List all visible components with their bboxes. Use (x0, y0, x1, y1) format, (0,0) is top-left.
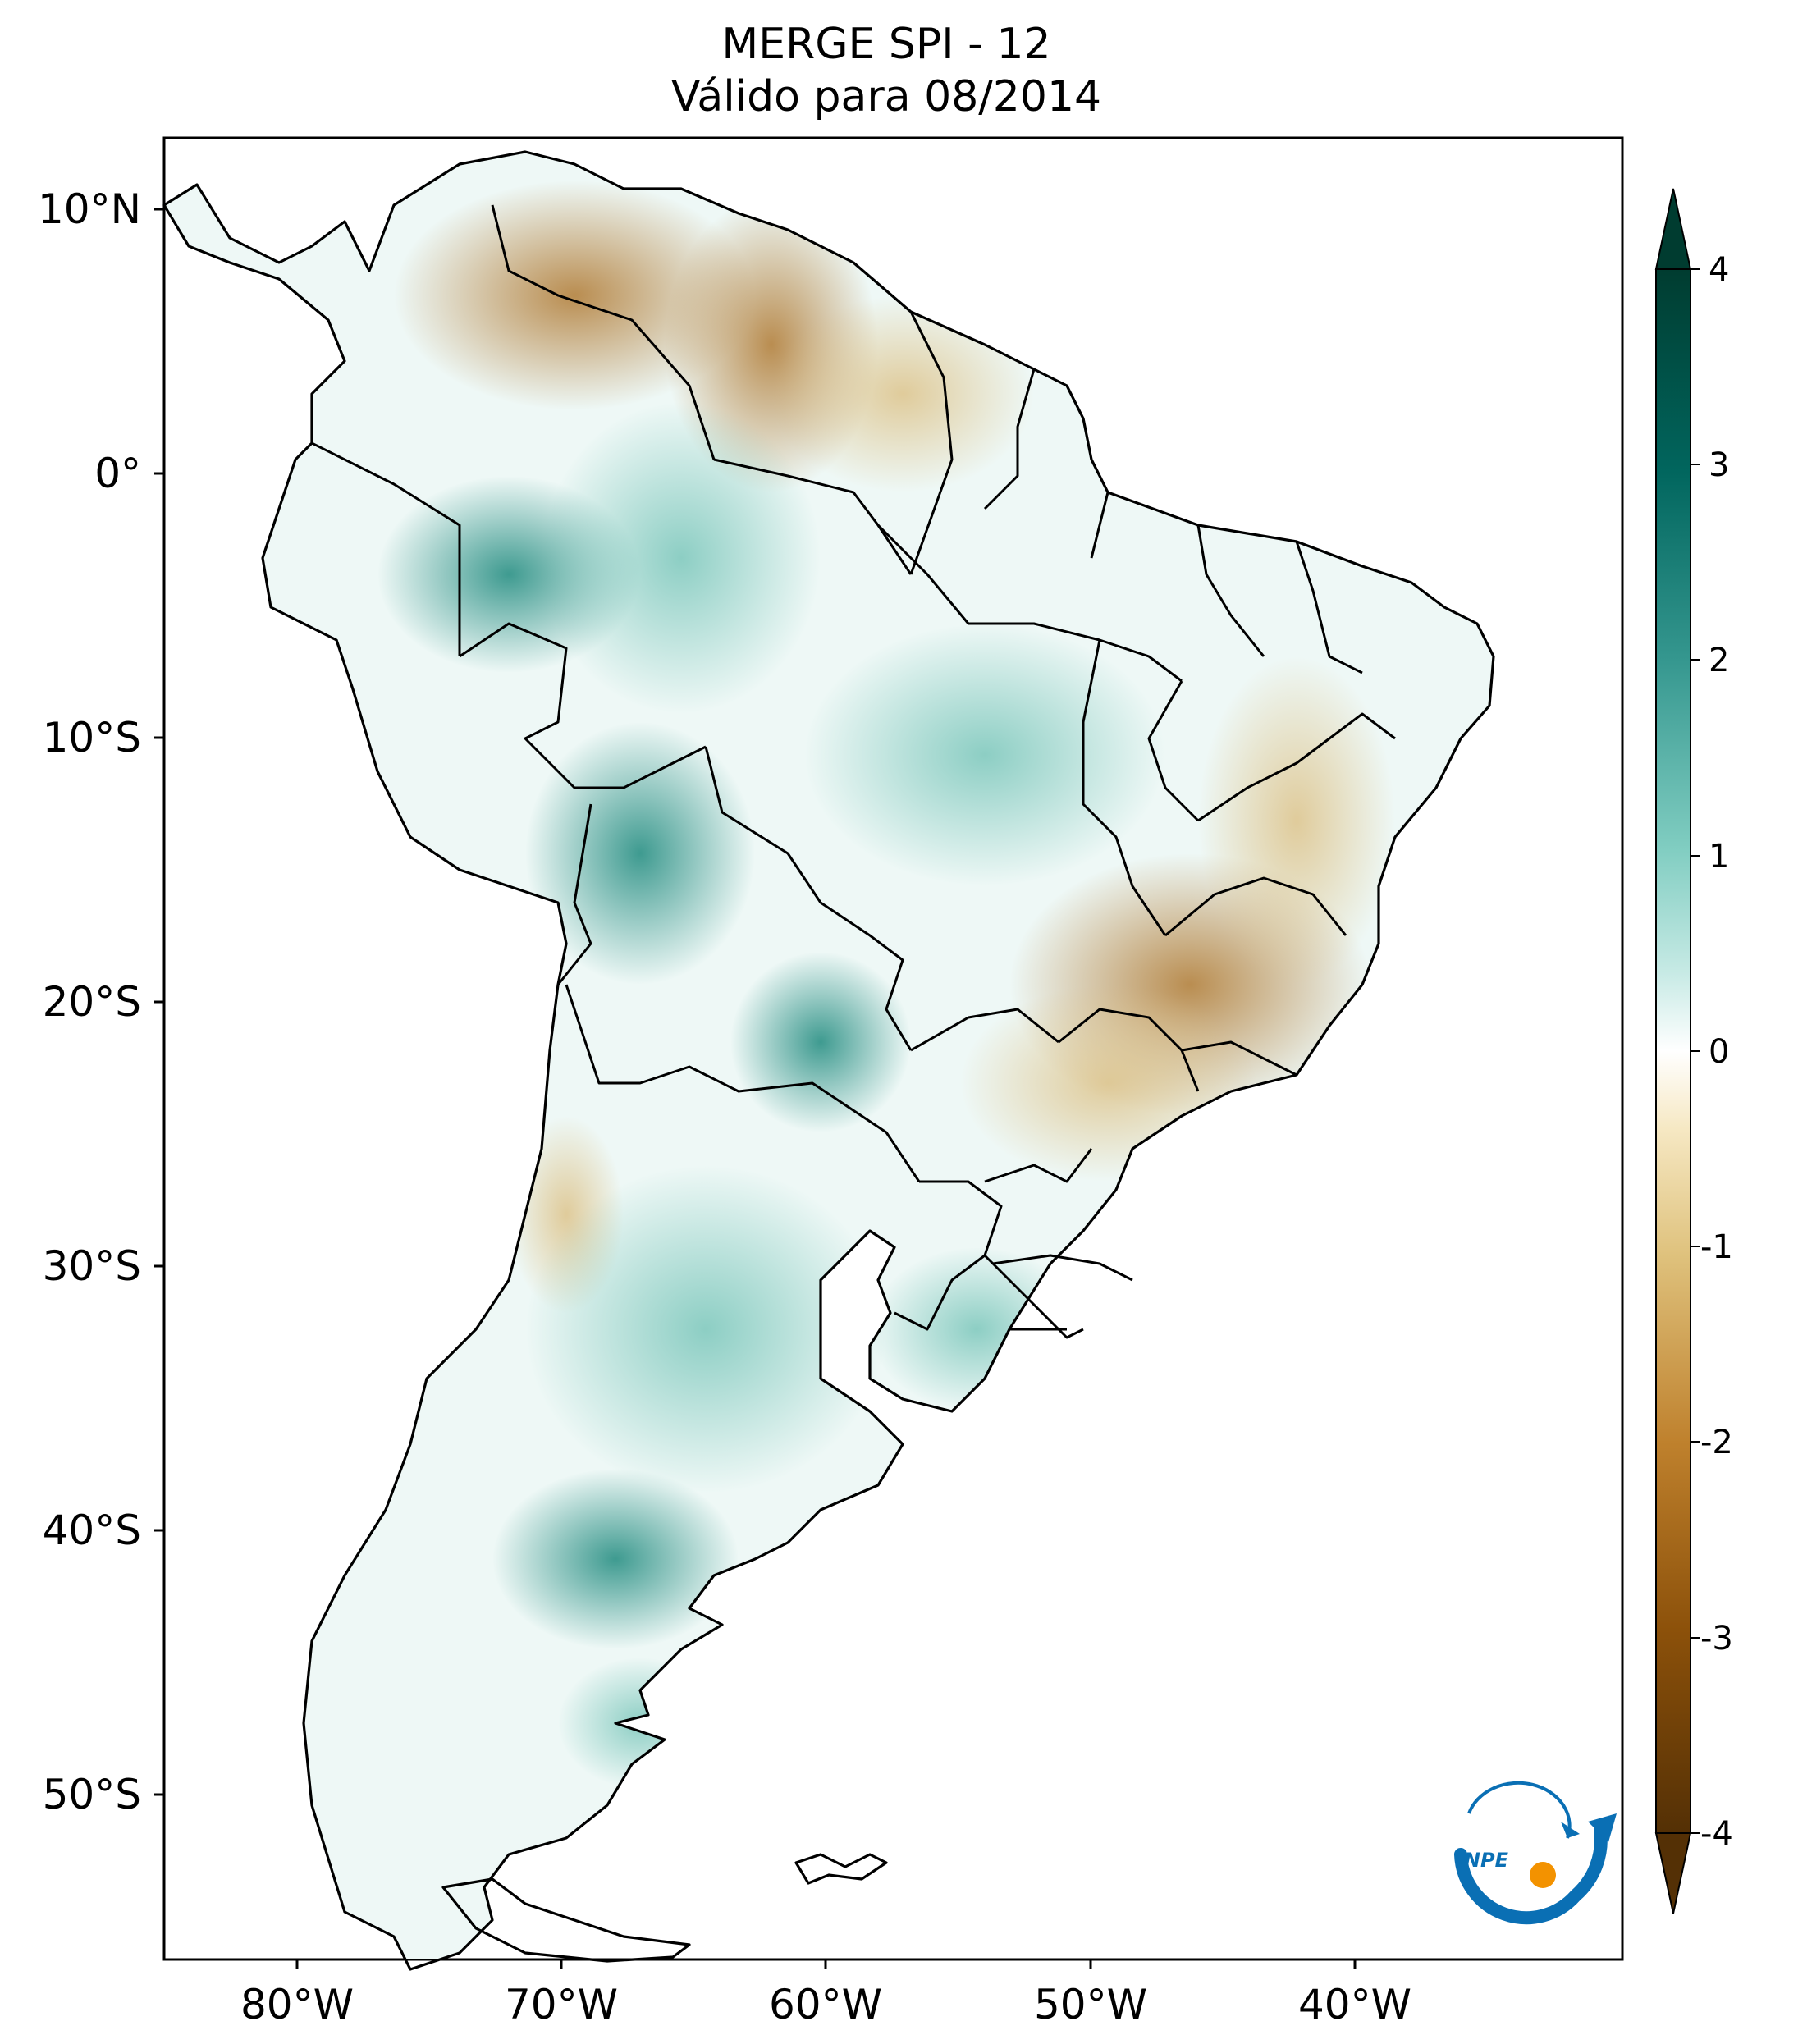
colorbar-tick-label: -1 (1700, 1228, 1733, 1266)
lat-tick-label: 0° (94, 450, 141, 497)
colorbar-tick-label: 2 (1709, 642, 1729, 679)
lat-tick-label: 40°S (43, 1507, 141, 1554)
colorbar-tick-label: 1 (1709, 838, 1729, 876)
colorbar: 4 3 2 1 0 -1 -2 -3 -4 (1654, 188, 1733, 1914)
colorbar-max-arrow (1654, 188, 1692, 270)
tierra-del-fuego (441, 1877, 691, 1963)
country-borders (311, 204, 1396, 1339)
lon-tick-label: 60°W (769, 1981, 882, 2028)
colorbar-tick-label: -2 (1700, 1424, 1733, 1461)
lat-tick-label: 30°S (43, 1242, 141, 1290)
inpe-logo: INPE (1454, 1781, 1617, 1925)
colorbar-tick-label: 3 (1709, 446, 1729, 484)
lat-tick-label: 10°N (38, 185, 141, 233)
lat-tick-label: 10°S (43, 714, 141, 761)
colorbar-tick-label: 4 (1709, 251, 1729, 289)
lon-tick-label: 80°W (240, 1981, 354, 2028)
lon-tick-label: 40°W (1298, 1981, 1411, 2028)
logo-text: INPE (1457, 1849, 1509, 1872)
colorbar-tick-label: 0 (1709, 1033, 1729, 1071)
latitude-axis: 10°N 0° 10°S 20°S 30°S 40°S 50°S (38, 185, 164, 1818)
colorbar-tick-label: -3 (1700, 1620, 1733, 1658)
colorbar-min-arrow (1654, 1832, 1692, 1914)
lon-tick-label: 50°W (1034, 1981, 1147, 2028)
map-subtitle: Válido para 08/2014 (670, 72, 1102, 121)
colorbar-tick-label: -4 (1700, 1815, 1733, 1853)
lat-tick-label: 20°S (43, 978, 141, 1026)
lat-tick-label: 50°S (43, 1771, 141, 1818)
falkland-islands (794, 1853, 888, 1885)
lon-tick-label: 70°W (505, 1981, 618, 2028)
longitude-axis: 80°W 70°W 60°W 50°W 40°W (240, 1959, 1411, 2028)
map-title: MERGE SPI - 12 (721, 20, 1051, 69)
